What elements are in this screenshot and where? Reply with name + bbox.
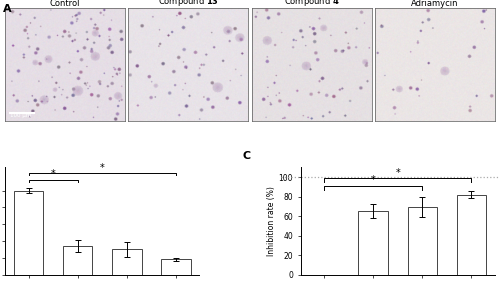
Title: Compound $\mathbf{4}$: Compound $\mathbf{4}$ bbox=[284, 0, 340, 8]
Bar bbox=[112, 249, 142, 275]
Text: *: * bbox=[396, 168, 400, 177]
Text: *: * bbox=[371, 175, 376, 185]
Title: Compound $\mathbf{13}$: Compound $\mathbf{13}$ bbox=[158, 0, 219, 8]
Text: 100 μm: 100 μm bbox=[10, 113, 32, 119]
Bar bbox=[161, 260, 190, 275]
Bar bbox=[14, 191, 44, 275]
Bar bbox=[408, 207, 437, 275]
Bar bbox=[358, 211, 388, 275]
Text: *: * bbox=[100, 163, 104, 173]
Text: C: C bbox=[242, 151, 250, 161]
Y-axis label: Inhibition rate (%): Inhibition rate (%) bbox=[266, 186, 276, 256]
Text: *: * bbox=[50, 170, 56, 179]
Title: Control: Control bbox=[50, 0, 80, 8]
Text: A: A bbox=[2, 4, 11, 14]
Bar bbox=[456, 195, 486, 275]
Bar bbox=[63, 246, 92, 275]
Title: Adriamycin: Adriamycin bbox=[412, 0, 459, 8]
